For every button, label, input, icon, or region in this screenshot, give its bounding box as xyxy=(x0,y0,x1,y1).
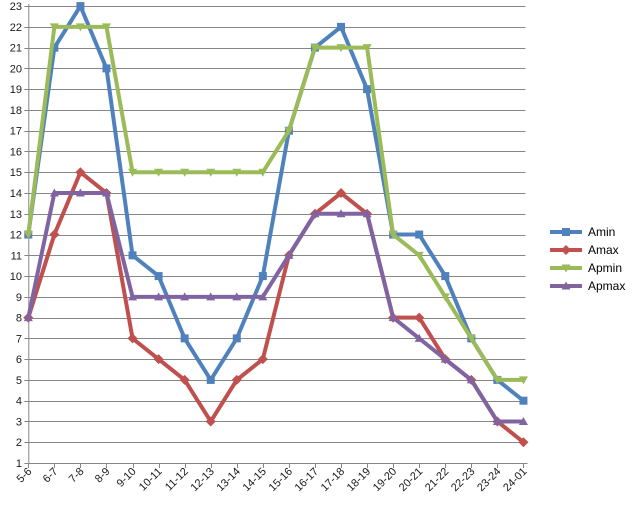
svg-text:8-9: 8-9 xyxy=(93,466,113,486)
legend-label-amax: Amax xyxy=(588,243,619,257)
svg-text:6: 6 xyxy=(16,354,22,366)
svg-text:6-7: 6-7 xyxy=(41,466,61,486)
svg-text:20-21: 20-21 xyxy=(397,466,425,494)
legend-item-apmax[interactable]: Apmax xyxy=(549,277,625,295)
legend-label-apmax: Apmax xyxy=(588,279,626,293)
legend-swatch-apmax xyxy=(550,281,582,290)
svg-text:13-14: 13-14 xyxy=(215,466,243,494)
svg-text:15-16: 15-16 xyxy=(267,466,295,494)
svg-text:11-12: 11-12 xyxy=(163,466,191,494)
svg-text:20: 20 xyxy=(10,63,22,75)
legend-item-amax[interactable]: Amax xyxy=(549,241,625,259)
svg-text:18-19: 18-19 xyxy=(345,466,373,494)
svg-text:23-24: 23-24 xyxy=(475,466,503,494)
svg-text:14-15: 14-15 xyxy=(241,466,269,494)
svg-text:21-22: 21-22 xyxy=(423,466,451,494)
svg-text:23: 23 xyxy=(10,1,22,13)
svg-text:24-01: 24-01 xyxy=(501,466,529,494)
svg-text:17: 17 xyxy=(10,126,22,138)
svg-text:11: 11 xyxy=(11,250,22,262)
svg-text:5: 5 xyxy=(16,375,22,387)
svg-text:10: 10 xyxy=(10,271,22,283)
svg-text:8: 8 xyxy=(16,313,22,325)
legend-swatch-amin xyxy=(550,228,582,236)
svg-text:9: 9 xyxy=(16,292,22,304)
svg-text:14: 14 xyxy=(10,188,22,200)
legend-swatch-amax xyxy=(550,245,582,255)
series-apmin[interactable] xyxy=(23,23,528,385)
svg-text:17-18: 17-18 xyxy=(319,466,347,494)
svg-text:4: 4 xyxy=(16,396,22,408)
svg-text:2: 2 xyxy=(16,437,22,449)
legend-item-apmin[interactable]: Apmin xyxy=(549,259,625,277)
svg-text:3: 3 xyxy=(16,416,22,428)
svg-text:12-13: 12-13 xyxy=(188,466,216,494)
svg-text:19: 19 xyxy=(10,84,22,96)
series-amin[interactable] xyxy=(24,2,528,405)
svg-text:13: 13 xyxy=(10,209,22,221)
svg-text:18: 18 xyxy=(10,105,22,117)
gridlines xyxy=(28,6,526,464)
svg-text:9-10: 9-10 xyxy=(115,466,139,490)
svg-text:16: 16 xyxy=(10,146,22,158)
chart-legend: Amin Amax Apmin Apmax xyxy=(549,223,625,295)
x-axis-labels: 5-6 6-7 7-8 8-9 9-1010-1111-1212-1313-1414-1… xyxy=(15,466,530,494)
svg-text:16-17: 16-17 xyxy=(293,466,321,494)
svg-text:7: 7 xyxy=(16,333,22,345)
svg-text:19-20: 19-20 xyxy=(371,466,399,494)
svg-text:21: 21 xyxy=(10,43,22,55)
svg-text:22-23: 22-23 xyxy=(449,466,477,494)
svg-text:7-8: 7-8 xyxy=(67,466,87,486)
series-apmax[interactable] xyxy=(23,188,528,425)
svg-text:10-11: 10-11 xyxy=(137,466,165,494)
legend-label-amin: Amin xyxy=(588,225,616,239)
legend-item-amin[interactable]: Amin xyxy=(549,223,625,241)
svg-text:1: 1 xyxy=(16,458,22,470)
legend-label-apmin: Apmin xyxy=(588,261,623,275)
svg-text:15: 15 xyxy=(10,167,22,179)
svg-text:22: 22 xyxy=(10,22,22,34)
legend-swatch-apmin xyxy=(550,264,582,273)
svg-text:12: 12 xyxy=(10,230,22,242)
